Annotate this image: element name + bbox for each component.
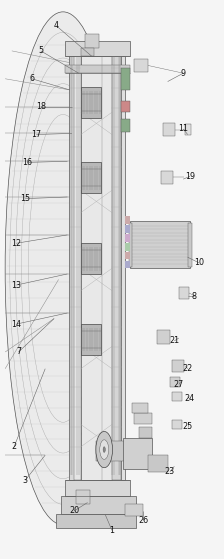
Text: 22: 22 bbox=[183, 364, 193, 373]
Bar bbox=[170, 377, 180, 387]
Text: 25: 25 bbox=[183, 422, 193, 431]
Text: 5: 5 bbox=[38, 46, 43, 55]
Bar bbox=[132, 403, 148, 413]
Bar bbox=[121, 120, 130, 132]
Text: 1: 1 bbox=[110, 526, 114, 535]
Bar bbox=[188, 222, 192, 267]
Bar bbox=[148, 455, 168, 472]
Text: 19: 19 bbox=[185, 172, 195, 181]
Bar bbox=[74, 56, 81, 480]
Bar bbox=[81, 87, 101, 118]
Text: 15: 15 bbox=[20, 194, 30, 203]
Bar bbox=[125, 252, 130, 259]
Bar bbox=[61, 496, 136, 514]
Ellipse shape bbox=[103, 447, 105, 452]
Text: 6: 6 bbox=[29, 74, 34, 83]
Text: 23: 23 bbox=[165, 467, 175, 476]
Bar bbox=[163, 124, 175, 136]
Bar bbox=[121, 68, 130, 90]
Bar bbox=[157, 330, 170, 344]
Bar bbox=[185, 125, 191, 135]
Bar bbox=[65, 41, 130, 56]
Text: 14: 14 bbox=[11, 320, 21, 329]
Bar bbox=[112, 56, 121, 480]
Bar bbox=[85, 34, 99, 48]
Bar bbox=[56, 514, 136, 528]
Ellipse shape bbox=[5, 12, 121, 525]
Bar bbox=[125, 225, 130, 233]
Text: 3: 3 bbox=[23, 476, 28, 485]
Bar bbox=[81, 48, 94, 56]
Bar bbox=[81, 324, 101, 355]
Bar bbox=[172, 420, 182, 429]
Ellipse shape bbox=[100, 440, 109, 459]
Text: 24: 24 bbox=[185, 394, 195, 404]
Bar bbox=[65, 65, 130, 73]
Bar bbox=[125, 261, 130, 268]
Text: 18: 18 bbox=[36, 102, 46, 111]
Bar bbox=[172, 392, 182, 401]
Text: 20: 20 bbox=[69, 506, 79, 515]
Bar bbox=[125, 216, 130, 224]
Bar bbox=[134, 59, 148, 72]
Text: 16: 16 bbox=[22, 158, 32, 167]
Bar bbox=[76, 490, 90, 504]
Ellipse shape bbox=[96, 432, 112, 468]
Bar bbox=[134, 413, 152, 424]
Text: 17: 17 bbox=[31, 130, 41, 139]
Bar bbox=[125, 243, 130, 250]
Text: 7: 7 bbox=[16, 348, 21, 357]
Bar bbox=[172, 361, 184, 372]
Text: 8: 8 bbox=[192, 292, 197, 301]
Text: 9: 9 bbox=[181, 69, 186, 78]
Bar bbox=[129, 222, 131, 267]
Text: 2: 2 bbox=[11, 442, 17, 451]
Bar bbox=[139, 427, 152, 438]
Bar bbox=[125, 234, 130, 241]
Text: 4: 4 bbox=[54, 21, 59, 30]
Text: 13: 13 bbox=[11, 281, 21, 290]
Bar bbox=[96, 441, 128, 461]
Text: 12: 12 bbox=[11, 239, 21, 248]
Bar bbox=[130, 221, 190, 268]
Bar bbox=[65, 480, 130, 496]
Bar bbox=[161, 171, 173, 183]
Text: 26: 26 bbox=[138, 516, 148, 525]
Bar bbox=[125, 504, 143, 517]
Bar bbox=[81, 56, 112, 480]
Text: 11: 11 bbox=[178, 125, 188, 134]
Bar bbox=[81, 243, 101, 274]
Text: 21: 21 bbox=[169, 337, 179, 345]
Text: 27: 27 bbox=[174, 380, 184, 389]
Bar bbox=[121, 56, 125, 480]
Bar bbox=[69, 56, 74, 480]
Bar bbox=[121, 101, 130, 112]
Bar bbox=[81, 163, 101, 193]
Text: 10: 10 bbox=[194, 258, 204, 267]
Bar bbox=[179, 287, 189, 299]
Bar bbox=[123, 438, 152, 469]
